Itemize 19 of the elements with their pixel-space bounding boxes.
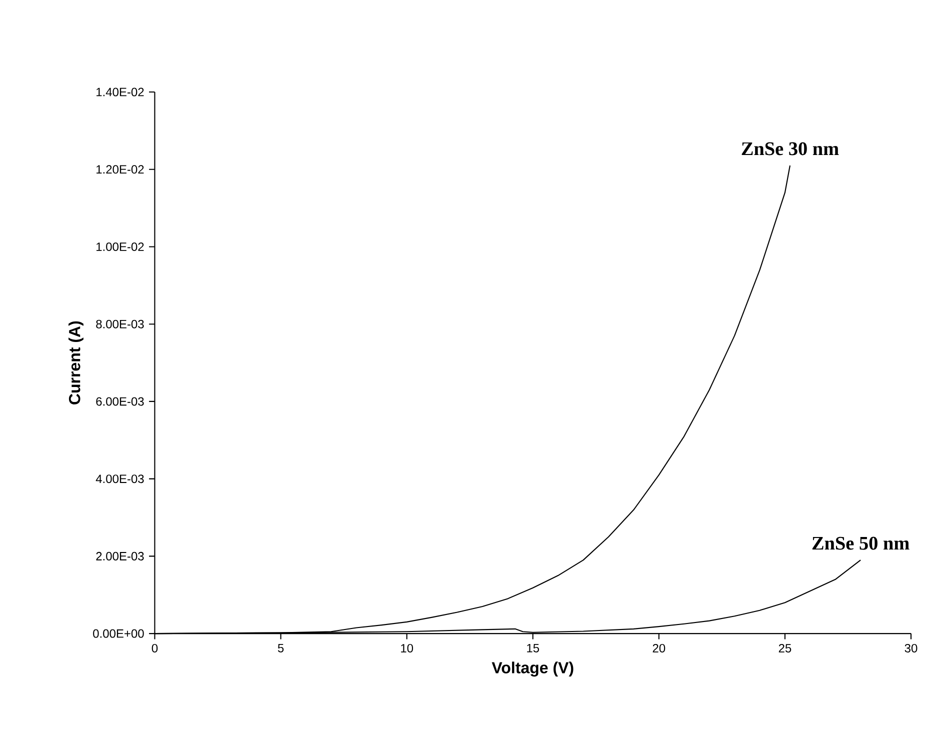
x-tick-label: 10 — [401, 644, 414, 652]
x-tick-label: 20 — [652, 644, 666, 652]
y-axis-title: Current (A) — [68, 321, 84, 404]
x-tick-label: 15 — [527, 644, 540, 652]
x-tick-label: 0 — [152, 644, 158, 652]
x-tick-label: 5 — [278, 644, 284, 652]
y-tick-label: 1.00E-02 — [96, 242, 144, 252]
y-tick-label: 4.00E-03 — [96, 474, 144, 484]
y-tick-label: 1.20E-02 — [96, 165, 144, 174]
y-tick-label: 0.00E+00 — [93, 629, 144, 638]
y-tick-label: 8.00E-03 — [96, 320, 144, 328]
series-label: ZnSe 50 nm — [812, 536, 910, 550]
y-tick-label: 1.40E-02 — [96, 88, 144, 96]
y-tick-label: 6.00E-03 — [96, 397, 144, 406]
y-tick-label: 2.00E-03 — [96, 552, 144, 560]
series-label: ZnSe 30 nm — [742, 142, 839, 156]
x-tick-label: 25 — [778, 644, 792, 652]
x-tick-label: 30 — [904, 644, 918, 652]
x-axis-title: Voltage (V) — [492, 662, 574, 677]
